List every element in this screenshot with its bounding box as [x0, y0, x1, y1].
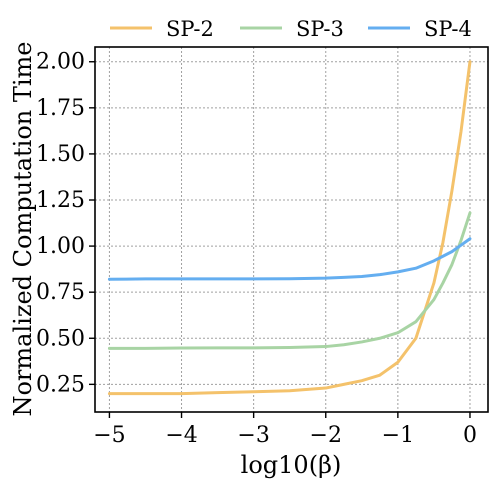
legend-item-sp-2: SP-2: [110, 17, 214, 41]
x-tick-label: −4: [165, 423, 197, 448]
series-line-sp-4: [107, 237, 472, 281]
y-tick-label: 0.25: [36, 372, 85, 397]
series-lines: [107, 60, 472, 396]
plot-frame: [94, 46, 489, 413]
series-line-sp-3: [107, 211, 472, 350]
x-axis-label: log10(β): [241, 451, 342, 479]
legend-label: SP-3: [296, 17, 344, 41]
y-tick-label: 1.00: [36, 234, 85, 259]
x-tick-label: 0: [463, 423, 477, 448]
legend-item-sp-4: SP-4: [368, 17, 472, 41]
y-tick-label: 2.00: [36, 50, 85, 75]
y-tick-label: 1.50: [36, 142, 85, 167]
y-tick-label: 1.75: [36, 96, 85, 121]
legend: SP-2 SP-3 SP-4: [110, 17, 472, 41]
legend-item-sp-3: SP-3: [240, 17, 344, 41]
y-tick-label: 0.50: [36, 326, 85, 351]
y-tick-label: 0.75: [36, 280, 85, 305]
x-tick-label: −5: [93, 423, 125, 448]
x-tick-label: −2: [310, 423, 342, 448]
x-tick-label: −1: [382, 423, 414, 448]
y-axis-label: Normalized Computation Time: [9, 41, 37, 416]
legend-label: SP-2: [166, 17, 214, 41]
axis-ticks: −5 −4 −3 −2 −1 0 0.25 0.50 0.75 1.00 1.25 1.50 1.75 2…: [36, 50, 477, 448]
series-line-sp-2: [107, 60, 472, 396]
x-tick-label: −3: [237, 423, 269, 448]
grid: [95, 47, 488, 412]
legend-label: SP-4: [424, 17, 472, 41]
y-tick-label: 1.25: [36, 188, 85, 213]
